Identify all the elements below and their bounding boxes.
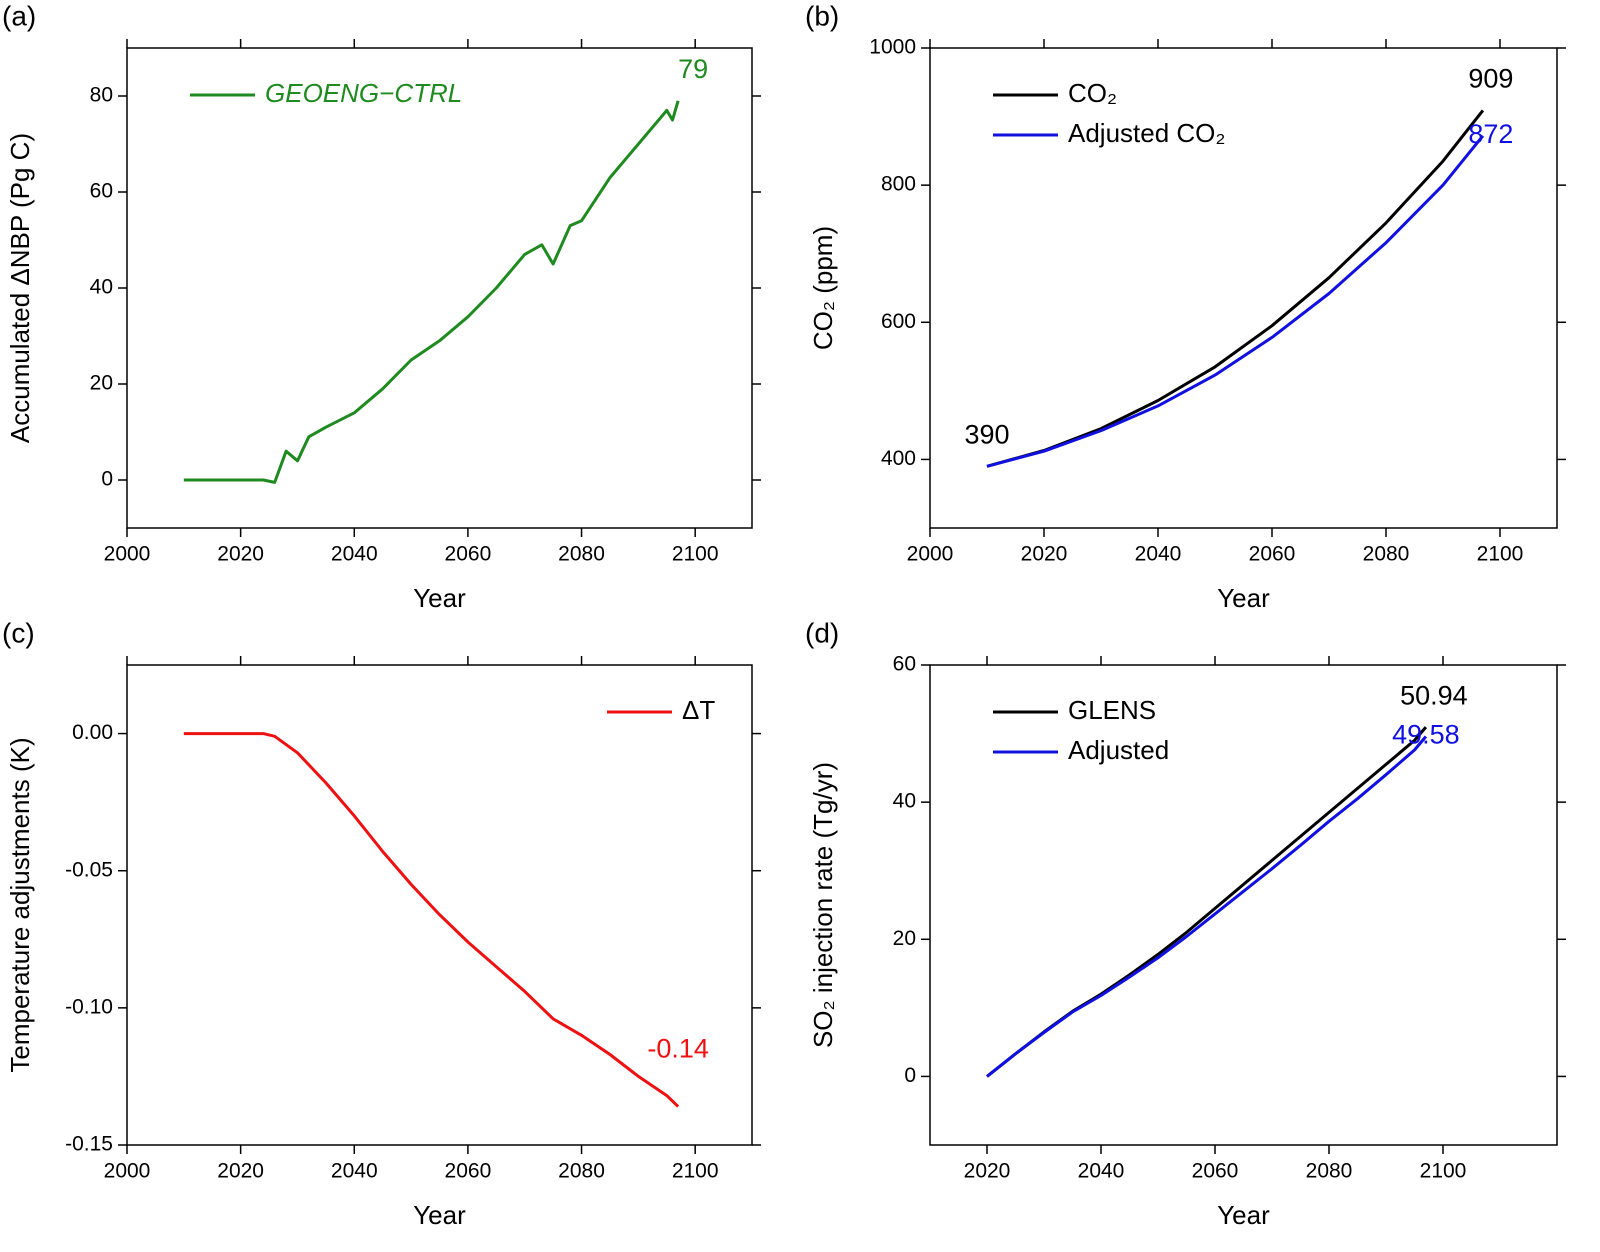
y-tick-label: 600 <box>881 310 916 333</box>
x-tick-label: 2080 <box>558 543 605 566</box>
data-line <box>986 134 1485 468</box>
panel-label: (a) <box>2 0 36 31</box>
y-tick-label: -0.05 <box>65 858 113 881</box>
y-tick-label: 20 <box>90 372 113 395</box>
x-axis-title: Year <box>413 583 466 613</box>
y-tick-label: 1000 <box>869 36 916 59</box>
y-tick-label: 20 <box>893 927 916 950</box>
end-label: 50.94 <box>1400 680 1468 710</box>
data-line <box>986 735 1428 1078</box>
x-tick-label: 2060 <box>445 543 492 566</box>
y-tick-label: 0.00 <box>72 721 113 744</box>
y-tick-label: 40 <box>90 276 113 299</box>
panel-label: (c) <box>2 617 35 648</box>
end-label: 49.58 <box>1392 720 1460 750</box>
x-tick-label: 2080 <box>558 1160 605 1183</box>
y-axis-title: Accumulated ΔNBP (Pg C) <box>5 133 35 443</box>
x-tick-label: 2060 <box>1249 543 1296 566</box>
y-tick-label: -0.15 <box>65 1133 113 1156</box>
plot-frame <box>929 47 1558 529</box>
end-label: 79 <box>678 54 708 84</box>
x-tick-label: 2100 <box>672 1160 719 1183</box>
x-tick-label: 2100 <box>672 543 719 566</box>
y-tick-label: 0 <box>904 1064 916 1087</box>
y-axis-title: CO₂ (ppm) <box>808 226 838 350</box>
x-tick-label: 2040 <box>1135 543 1182 566</box>
x-tick-label: 2060 <box>1192 1160 1239 1183</box>
plot-frame <box>929 664 1558 1146</box>
data-line <box>183 732 680 1108</box>
data-line <box>986 109 1485 468</box>
x-axis-title: Year <box>1217 583 1270 613</box>
x-tick-label: 2040 <box>331 1160 378 1183</box>
y-tick-label: 60 <box>90 180 113 203</box>
x-axis-title: Year <box>1217 1200 1270 1230</box>
x-tick-label: 2080 <box>1306 1160 1353 1183</box>
legend-label: GEOENG−CTRL <box>265 78 462 108</box>
legend-label: Adjusted <box>1068 735 1169 765</box>
x-tick-label: 2040 <box>331 543 378 566</box>
legend-label: CO₂ <box>1068 78 1117 108</box>
x-tick-label: 2020 <box>217 543 264 566</box>
panel: 2000 2020 2040 2060 2080 2100 400 600 800 1000 Yea… <box>805 0 1566 613</box>
data-line <box>986 726 1428 1078</box>
data-line <box>183 100 680 484</box>
x-tick-label: 2020 <box>1021 543 1068 566</box>
y-tick-label: 80 <box>90 84 113 107</box>
y-tick-label: 400 <box>881 447 916 470</box>
x-tick-label: 2040 <box>1078 1160 1125 1183</box>
end-label: -0.14 <box>647 1034 709 1064</box>
y-tick-label: -0.10 <box>65 995 113 1018</box>
panel-label: (b) <box>805 0 839 31</box>
x-tick-label: 2080 <box>1363 543 1410 566</box>
y-tick-label: 800 <box>881 173 916 196</box>
x-tick-label: 2020 <box>217 1160 264 1183</box>
x-tick-label: 2100 <box>1420 1160 1467 1183</box>
y-tick-label: 0 <box>101 468 113 491</box>
y-axis-title: Temperature adjustments (K) <box>5 737 35 1072</box>
x-tick-label: 2000 <box>104 543 151 566</box>
end-label: 872 <box>1468 119 1513 149</box>
x-axis-title: Year <box>413 1200 466 1230</box>
legend-label: ΔT <box>682 695 715 725</box>
plot-frame <box>126 664 753 1146</box>
end-label: 909 <box>1468 64 1513 94</box>
x-tick-label: 2060 <box>445 1160 492 1183</box>
panel-label: (d) <box>805 617 839 648</box>
start-label: 390 <box>964 419 1009 449</box>
panel: 2000 2020 2040 2060 2080 2100 0.00 -0.05 -0.10 -0… <box>2 617 761 1230</box>
x-tick-label: 2100 <box>1477 543 1524 566</box>
x-tick-label: 2000 <box>104 1160 151 1183</box>
legend-label: GLENS <box>1068 695 1156 725</box>
y-axis-title: SO₂ injection rate (Tg/yr) <box>808 762 838 1048</box>
y-tick-label: 40 <box>893 790 916 813</box>
x-tick-label: 2020 <box>964 1160 1011 1183</box>
x-tick-label: 2000 <box>907 543 954 566</box>
y-tick-label: 60 <box>893 653 916 676</box>
legend-label: Adjusted CO₂ <box>1068 118 1226 148</box>
panel: 2000 2020 2040 2060 2080 2100020406080YearAcc… <box>2 0 761 613</box>
